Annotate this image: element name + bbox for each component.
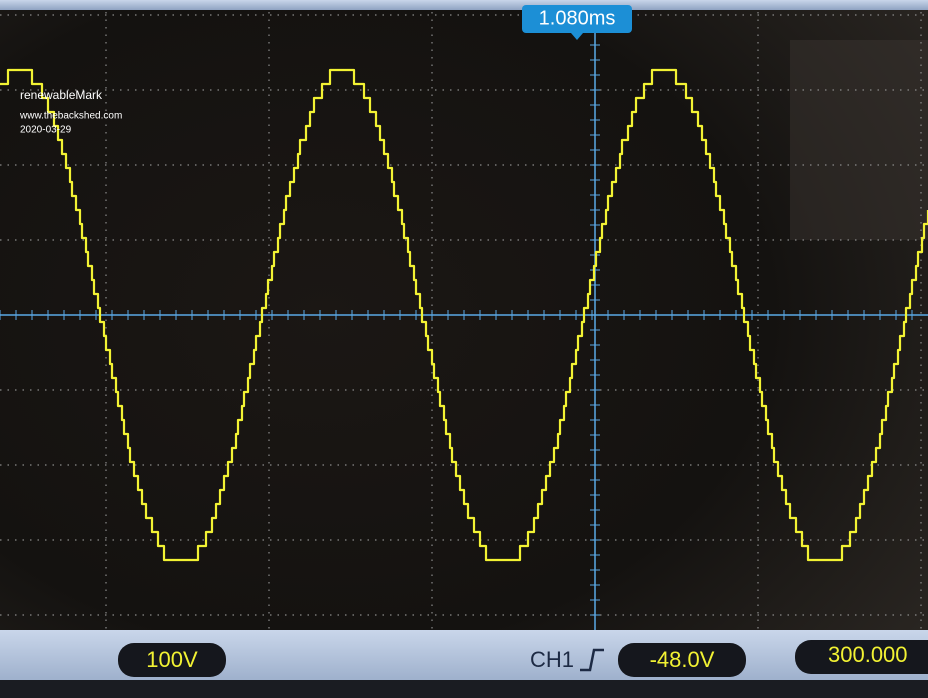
top-bar	[0, 0, 928, 10]
waveform	[0, 68, 928, 562]
trigger-pill	[618, 643, 746, 677]
edge-icon	[580, 648, 604, 672]
reflection	[790, 40, 928, 240]
watermark-date: 2020-03-29	[20, 125, 72, 136]
timebase-box	[522, 5, 632, 33]
grid	[0, 12, 928, 630]
volts-div: 100V	[146, 647, 198, 672]
timebase: 1.080ms	[539, 7, 616, 29]
watermark-site: www.thebackshed.com	[19, 111, 122, 122]
trigger-level: -48.0V	[650, 647, 715, 672]
offset-pill	[795, 640, 928, 674]
volts-pill	[118, 643, 226, 677]
time-offset: 300.000	[828, 642, 908, 667]
bezel	[0, 680, 928, 698]
trigger-marker	[571, 33, 583, 40]
watermark-author: renewableMark	[20, 88, 103, 102]
channel: CH1	[530, 647, 574, 672]
